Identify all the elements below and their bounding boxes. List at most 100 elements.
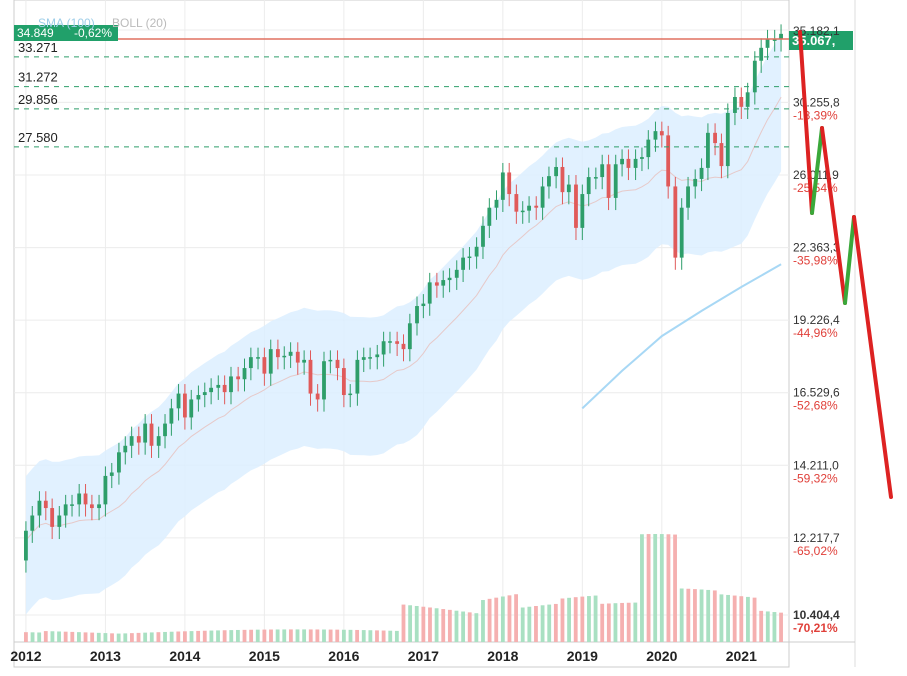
volume-bar [454, 610, 459, 642]
volume-bar [341, 629, 346, 642]
candle-body [626, 158, 631, 168]
volume-bar [726, 594, 730, 642]
volume-bar [487, 598, 492, 642]
volume-bar [527, 606, 532, 642]
candle-body [275, 349, 280, 358]
volume-bar [315, 629, 320, 642]
candle-body [169, 408, 174, 424]
volume-bar [626, 602, 631, 642]
candle-body [189, 399, 194, 418]
x-tick-label: 2020 [646, 648, 677, 664]
volume-bar [156, 632, 161, 642]
volume-bar [129, 633, 134, 642]
volume-bar [547, 604, 552, 642]
candle-body [395, 341, 400, 344]
candle-body [123, 445, 128, 453]
volume-bar [216, 630, 220, 642]
volume-bar [242, 629, 247, 642]
candle-body [725, 112, 730, 167]
candles [24, 24, 783, 573]
candle-body [467, 256, 472, 259]
x-tick-label: 2015 [249, 648, 280, 664]
volume-bar [388, 630, 393, 642]
volume-bar [275, 629, 280, 642]
volume-bar [103, 633, 108, 642]
sma-100-line [581, 263, 782, 410]
candle-body [772, 39, 777, 41]
indicator-sma[interactable]: SMA (100) [38, 16, 95, 30]
volume-bar [640, 534, 644, 642]
candle-body [673, 186, 678, 258]
volume-bar [779, 612, 783, 642]
candle-body [580, 194, 585, 228]
projection-drop-1 [798, 30, 814, 215]
projection-drop-2 [820, 126, 847, 305]
candle-body [713, 132, 717, 144]
volume-bar [712, 590, 717, 642]
y-tick-pct: -44,96% [793, 326, 838, 340]
candle-body [640, 157, 644, 159]
volume-bar [169, 631, 174, 642]
volume-bar [196, 630, 201, 642]
candle-body [719, 143, 724, 167]
header-price: 34.849 [17, 26, 54, 40]
level-label: 31.272 [18, 70, 58, 85]
candle-body [216, 384, 221, 388]
candle-body [401, 343, 406, 350]
candle-body [461, 257, 466, 270]
volume-bar [90, 632, 95, 642]
candle-body [620, 158, 624, 165]
volume-bar [182, 631, 187, 642]
volume-bar [136, 632, 141, 642]
indicator-boll[interactable]: BOLL (20) [112, 16, 167, 30]
candle-body [527, 205, 531, 211]
volume-bar [414, 605, 419, 642]
y-tick-label: 12.217,7 [793, 531, 840, 545]
candle-body [554, 166, 559, 177]
candle-body [745, 92, 750, 107]
volume-bar [653, 534, 658, 642]
candle-body [63, 504, 68, 516]
bollinger-midline [25, 96, 782, 541]
candle-body [566, 184, 571, 193]
candle-body [341, 368, 346, 396]
y-tick-pct: -35,98% [793, 254, 838, 268]
volume-bar [673, 534, 677, 642]
candle-body [77, 493, 82, 505]
candle-body [693, 178, 698, 187]
candle-body [308, 359, 313, 394]
volume-bar [77, 632, 81, 642]
candle-body [256, 357, 260, 359]
x-tick-label: 2017 [408, 648, 439, 664]
candle-body [586, 177, 591, 195]
candle-body [500, 172, 505, 200]
volume-bar [494, 597, 499, 642]
candle-body [117, 452, 121, 473]
candle-body [97, 504, 101, 509]
level-label: 27.580 [18, 130, 58, 145]
candle-body [427, 282, 432, 304]
candle-body [600, 164, 605, 178]
y-tick-label: 10.404,4 [793, 608, 840, 622]
volume-bar [679, 588, 684, 642]
volume-bar [328, 629, 333, 642]
projection-rise-1 [810, 126, 824, 215]
candle-body [196, 395, 201, 400]
candle-body [222, 384, 227, 393]
volume-bar [202, 630, 207, 642]
volume-bar [229, 630, 234, 642]
candle-body [560, 166, 565, 193]
candle-body [209, 387, 214, 393]
y-tick-label: 16.529,6 [793, 386, 840, 400]
candle-body [653, 131, 658, 140]
header-change: -0,62% [74, 26, 112, 40]
x-tick-label: 2018 [487, 648, 518, 664]
volume-bar [606, 603, 611, 642]
x-tick-label: 2013 [90, 648, 121, 664]
candle-body [593, 177, 598, 179]
candle-body [375, 354, 380, 358]
candle-body [415, 306, 419, 324]
volume-bar [732, 595, 737, 642]
volume-bar [481, 600, 485, 642]
volume-bar [295, 629, 300, 642]
